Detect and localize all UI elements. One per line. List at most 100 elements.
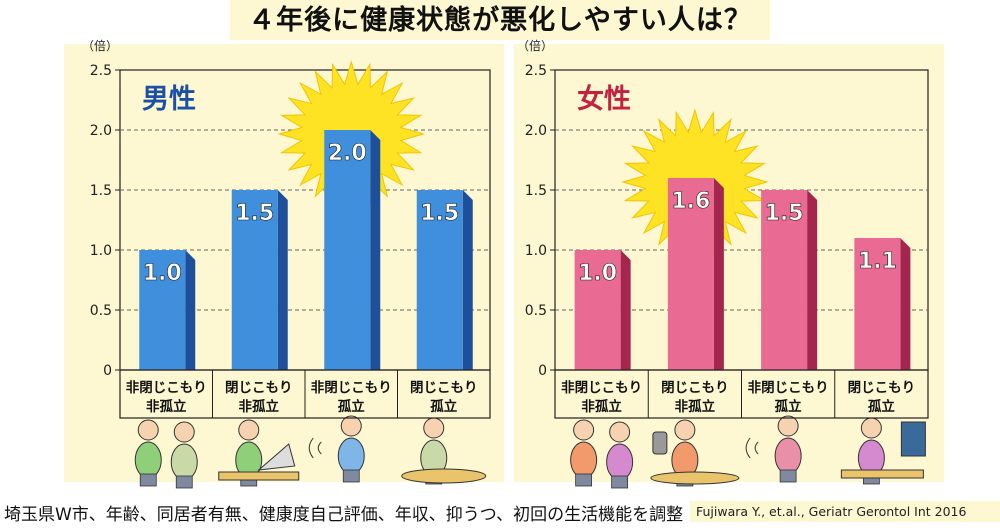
person-head <box>573 419 595 441</box>
female-category-label-line2: 孤立 <box>775 398 803 415</box>
male-bar <box>324 130 371 370</box>
person-body <box>606 443 634 481</box>
female-category-label-line1: 非閉じこもり <box>748 379 829 396</box>
female-ytick-label: 0.5 <box>525 303 547 319</box>
table-shape <box>401 468 487 484</box>
female-bar-value-label: 1.0 <box>578 261 617 286</box>
male-category-label-line1: 非閉じこもり <box>311 379 392 396</box>
male-ytick-label: 1.0 <box>90 243 112 259</box>
person-legs <box>575 473 593 487</box>
male-category-box <box>119 369 491 419</box>
person-legs <box>139 473 157 487</box>
male-bar-value-label: 1.5 <box>420 201 459 226</box>
male-category-label-line1: 非閉じこもり <box>126 379 207 396</box>
male-category-label-line2: 孤立 <box>338 398 365 415</box>
male-ytick-label: 2.0 <box>90 123 112 139</box>
male-ylabel-unit: （倍） <box>82 38 118 53</box>
female-ytick-label: 1.5 <box>525 183 547 199</box>
female-category-label-line2: 非孤立 <box>581 398 622 415</box>
male-bar-value-label: 2.0 <box>328 141 367 166</box>
female-ytick-label: 0 <box>538 363 547 379</box>
female-category-label-line2: 孤立 <box>868 398 896 415</box>
person-head <box>340 415 362 437</box>
male-ytick-label: 0 <box>103 363 112 379</box>
woman-watching-tv-icon <box>840 417 926 485</box>
male-bar-side <box>370 130 381 370</box>
woman-on-phone-icon <box>650 419 740 487</box>
desk-shape <box>840 469 924 479</box>
person-body <box>774 437 802 475</box>
female-bar-side <box>900 238 911 370</box>
person-legs <box>175 475 193 489</box>
page-title: ４年後に健康状態が悪化しやすい人は？ <box>230 0 770 40</box>
male-category-label-line2: 非孤立 <box>239 398 280 415</box>
man-using-laptop-icon <box>218 419 300 487</box>
motion-lines <box>308 437 322 459</box>
female-bar-value-label: 1.6 <box>671 189 710 214</box>
female-bar-side <box>807 190 818 370</box>
female-bar <box>761 190 808 370</box>
female-category-label-line1: 閉じこもり <box>848 380 916 396</box>
female-category-box <box>554 369 929 419</box>
female-bar <box>574 250 621 370</box>
female-bar <box>667 178 714 370</box>
person-head <box>674 419 696 441</box>
person-body <box>134 441 162 479</box>
female-bar-value-label: 1.5 <box>765 201 804 226</box>
female-bar-value-label: 1.1 <box>858 249 897 274</box>
male-bar <box>416 190 463 370</box>
female-ylabel-unit: （倍） <box>517 38 553 53</box>
male-bar-value-label: 1.0 <box>143 261 182 286</box>
person-head <box>609 421 631 443</box>
table-shape <box>650 471 740 485</box>
two-men-talking-icon <box>134 419 198 489</box>
motion-lines <box>745 437 759 459</box>
person-body <box>337 437 365 475</box>
female-bar-side <box>620 250 631 370</box>
phone-shape <box>652 431 668 455</box>
male-category-label-line2: 非孤立 <box>146 398 187 415</box>
person-head <box>777 415 799 437</box>
person-legs <box>342 469 360 483</box>
male-ytick-label: 1.5 <box>90 183 112 199</box>
female-category-label-line1: 非閉じこもり <box>561 379 642 396</box>
person-head <box>173 421 195 443</box>
person-head <box>423 417 445 439</box>
male-category-label-line1: 閉じこもり <box>410 380 478 396</box>
man-reading-alone-icon <box>401 417 487 485</box>
desk-shape <box>218 471 300 481</box>
male-ytick-label: 2.5 <box>90 63 112 79</box>
female-ytick-label: 2.5 <box>525 63 547 79</box>
title-wrap: ４年後に健康状態が悪化しやすい人は？ <box>0 0 1000 42</box>
female-category-label-line1: 閉じこもり <box>661 380 729 396</box>
female-bar-side <box>713 178 724 370</box>
male-bar <box>139 250 186 370</box>
person-body <box>170 443 198 481</box>
person-head <box>137 419 159 441</box>
person-body <box>570 441 598 479</box>
male-category-label-line2: 孤立 <box>430 398 457 415</box>
female-panel-label: 女性 <box>577 83 631 115</box>
man-walking-alone-icon <box>308 415 365 483</box>
male-bar-side <box>277 190 288 370</box>
male-ytick-label: 0.5 <box>90 303 112 319</box>
person-legs <box>611 475 629 489</box>
male-panel-label: 男性 <box>142 84 196 115</box>
female-ytick-label: 2.0 <box>525 123 547 139</box>
male-bar-value-label: 1.5 <box>235 201 274 226</box>
male-bar-side <box>185 250 196 370</box>
male-bar-side <box>462 190 473 370</box>
two-women-talking-icon <box>570 419 634 489</box>
laptop-shape <box>257 443 296 471</box>
male-category-label-line1: 閉じこもり <box>225 380 293 396</box>
female-ytick-label: 1.0 <box>525 243 547 259</box>
footer-note: 埼玉県W市、年齢、同居者有無、健康度自己評価、年収、抑うつ、初回の生活機能を調整 <box>4 505 684 525</box>
person-head <box>238 419 260 441</box>
female-bar <box>854 238 901 370</box>
person-legs <box>779 469 797 483</box>
female-category-label-line2: 非孤立 <box>675 398 716 415</box>
